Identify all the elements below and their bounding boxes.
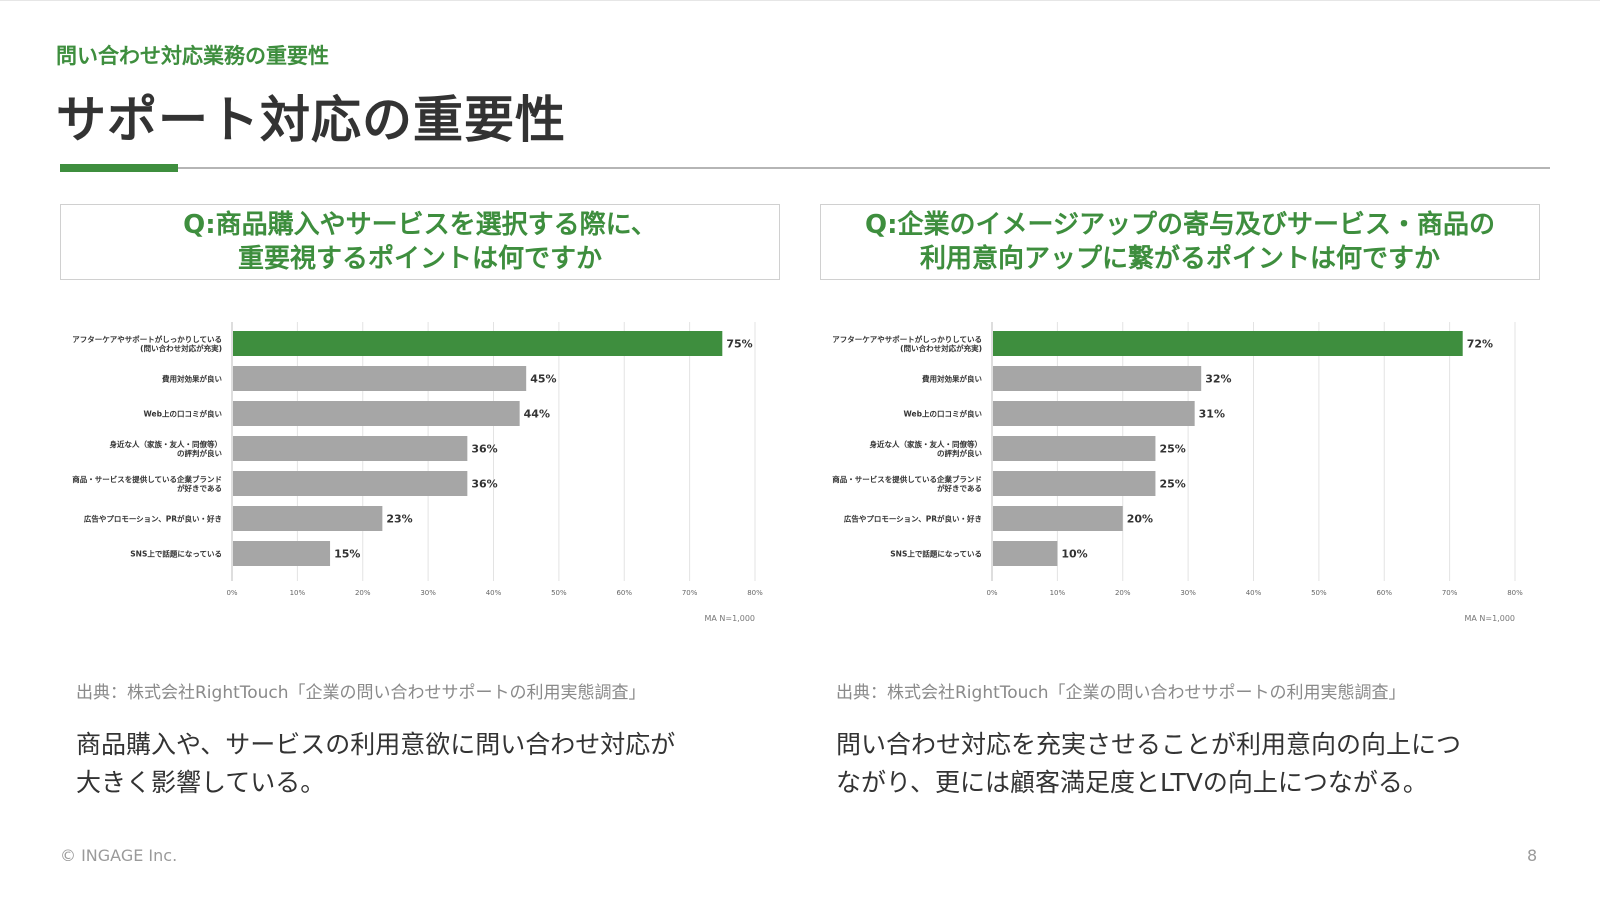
chart0-category-label: 広告やプロモーション、PRが良い・好き [84, 514, 222, 524]
right-source: 出典：株式会社RightTouch「企業の問い合わせサポートの利用実態調査」 [836, 683, 1406, 703]
chart1-tick-label: 50% [1311, 589, 1327, 597]
chart1-value-label: 25% [1159, 478, 1185, 491]
chart1-category-label: (問い合わせ対応が充実) [900, 343, 982, 353]
right-conclusion: 問い合わせ対応を充実させることが利用意向の向上につ ながり、更には顧客満足度とL… [836, 726, 1461, 802]
chart1-category-label: の評判が良い [937, 448, 982, 458]
chart0-tick-label: 10% [290, 589, 306, 597]
chart0-tick-label: 70% [682, 589, 698, 597]
chart0-value-label: 15% [334, 548, 360, 561]
left-conclusion: 商品購入や、サービスの利用意欲に問い合わせ対応が 大きく影響している。 [76, 726, 675, 802]
right-conclusion-line1: 問い合わせ対応を充実させることが利用意向の向上につ [836, 730, 1462, 759]
chart0-tick-label: 60% [616, 589, 632, 597]
top-border [0, 0, 1600, 1]
chart0-category-label: の評判が良い [177, 448, 222, 458]
chart0-bar [233, 541, 331, 566]
chart1-tick-label: 30% [1180, 589, 1196, 597]
chart1-bar [993, 331, 1463, 356]
chart1-bar [993, 541, 1058, 566]
page-number: 8 [1527, 846, 1538, 865]
chart1-tick-label: 40% [1246, 589, 1262, 597]
chart0-bar [233, 366, 527, 391]
chart0-category-label: 費用対効果が良い [162, 374, 222, 384]
chart0-category-label: Web上の口コミが良い [144, 409, 223, 419]
chart1-sample-note: MA N=1,000 [1464, 614, 1515, 623]
chart1-value-label: 10% [1061, 548, 1087, 561]
chart0-sample-note: MA N=1,000 [704, 614, 755, 623]
chart1-value-label: 20% [1127, 513, 1153, 526]
chart1-category-label: 身近な人（家族・友人・同僚等） [870, 439, 983, 449]
left-question-line2: 重要視するポイントは何ですか [237, 244, 602, 274]
page-title: サポート対応の重要性 [56, 91, 566, 149]
chart1-tick-label: 60% [1376, 589, 1392, 597]
chart0-tick-label: 80% [747, 589, 763, 597]
chart1-category-label: アフターケアやサポートがしっかりしている [832, 334, 982, 344]
chart1-category-label: 費用対効果が良い [922, 374, 982, 384]
right-bar-chart: 0% 10% 20% 30% 40% 50% 60% 70% 80% 72% アフターケアやサポート… [832, 322, 1523, 623]
chart0-bar [233, 506, 383, 531]
chart0-value-label: 75% [726, 338, 752, 351]
chart1-category-label: 商品・サービスを提供している企業ブランド [832, 474, 982, 484]
chart1-category-label: Web上の口コミが良い [904, 409, 983, 419]
chart0-bar [233, 401, 520, 426]
chart0-category-label: 身近な人（家族・友人・同僚等） [110, 439, 223, 449]
left-question-box: Q:商品購入やサービスを選択する際に、 重要視するポイントは何ですか [60, 204, 780, 280]
chart0-value-label: 44% [524, 408, 550, 421]
chart1-value-label: 72% [1467, 338, 1493, 351]
chart1-bar [993, 506, 1123, 531]
copyright: © INGAGE Inc. [60, 846, 178, 865]
chart0-value-label: 36% [471, 478, 497, 491]
chart0-category-label: が好きである [177, 483, 222, 493]
chart0-category-label: 商品・サービスを提供している企業ブランド [72, 474, 222, 484]
right-conclusion-line2: ながり、更には顧客満足度とLTVの向上につながる。 [836, 768, 1428, 797]
chart0-value-label: 23% [386, 513, 412, 526]
left-conclusion-line2: 大きく影響している。 [76, 768, 326, 797]
right-question-line1: Q:企業のイメージアップの寄与及びサービス・商品の [865, 210, 1495, 240]
chart0-tick-label: 40% [486, 589, 502, 597]
title-divider-accent [60, 164, 178, 172]
left-question-line1: Q:商品購入やサービスを選択する際に、 [183, 210, 657, 240]
chart1-category-label: 広告やプロモーション、PRが良い・好き [844, 514, 982, 524]
chart0-tick-label: 30% [420, 589, 436, 597]
chart1-category-label: SNS上で話題になっている [890, 549, 982, 559]
chart0-category-label: アフターケアやサポートがしっかりしている [72, 334, 222, 344]
chart1-tick-label: 70% [1442, 589, 1458, 597]
chart1-tick-label: 20% [1115, 589, 1131, 597]
chart1-category-label: が好きである [937, 483, 982, 493]
chart0-tick-label: 20% [355, 589, 371, 597]
left-bar-chart: 0% 10% 20% 30% 40% 50% 60% 70% 80% 75% アフターケアやサポート… [72, 322, 763, 623]
chart0-bar [233, 436, 468, 461]
chart1-tick-label: 0% [986, 589, 997, 597]
left-conclusion-line1: 商品購入や、サービスの利用意欲に問い合わせ対応が [76, 730, 676, 759]
chart0-value-label: 45% [530, 373, 556, 386]
chart0-tick-label: 0% [226, 589, 237, 597]
chart0-value-label: 36% [471, 443, 497, 456]
chart0-category-label: SNS上で話題になっている [130, 549, 222, 559]
chart1-tick-label: 80% [1507, 589, 1523, 597]
section-subtitle: 問い合わせ対応業務の重要性 [56, 44, 329, 68]
right-question-box: Q:企業のイメージアップの寄与及びサービス・商品の 利用意向アップに繋がるポイン… [820, 204, 1540, 280]
title-divider [60, 167, 1550, 169]
chart1-value-label: 32% [1205, 373, 1231, 386]
chart1-bar [993, 366, 1202, 391]
chart0-tick-label: 50% [551, 589, 567, 597]
chart1-tick-label: 10% [1050, 589, 1066, 597]
chart1-bar [993, 436, 1156, 461]
chart1-value-label: 31% [1199, 408, 1225, 421]
left-source: 出典：株式会社RightTouch「企業の問い合わせサポートの利用実態調査」 [76, 683, 646, 703]
chart0-bar [233, 471, 468, 496]
chart0-category-label: (問い合わせ対応が充実) [140, 343, 222, 353]
chart0-bar [233, 331, 723, 356]
chart1-value-label: 25% [1159, 443, 1185, 456]
chart1-bar [993, 401, 1195, 426]
chart1-bar [993, 471, 1156, 496]
right-question-line2: 利用意向アップに繋がるポイントは何ですか [919, 244, 1440, 274]
